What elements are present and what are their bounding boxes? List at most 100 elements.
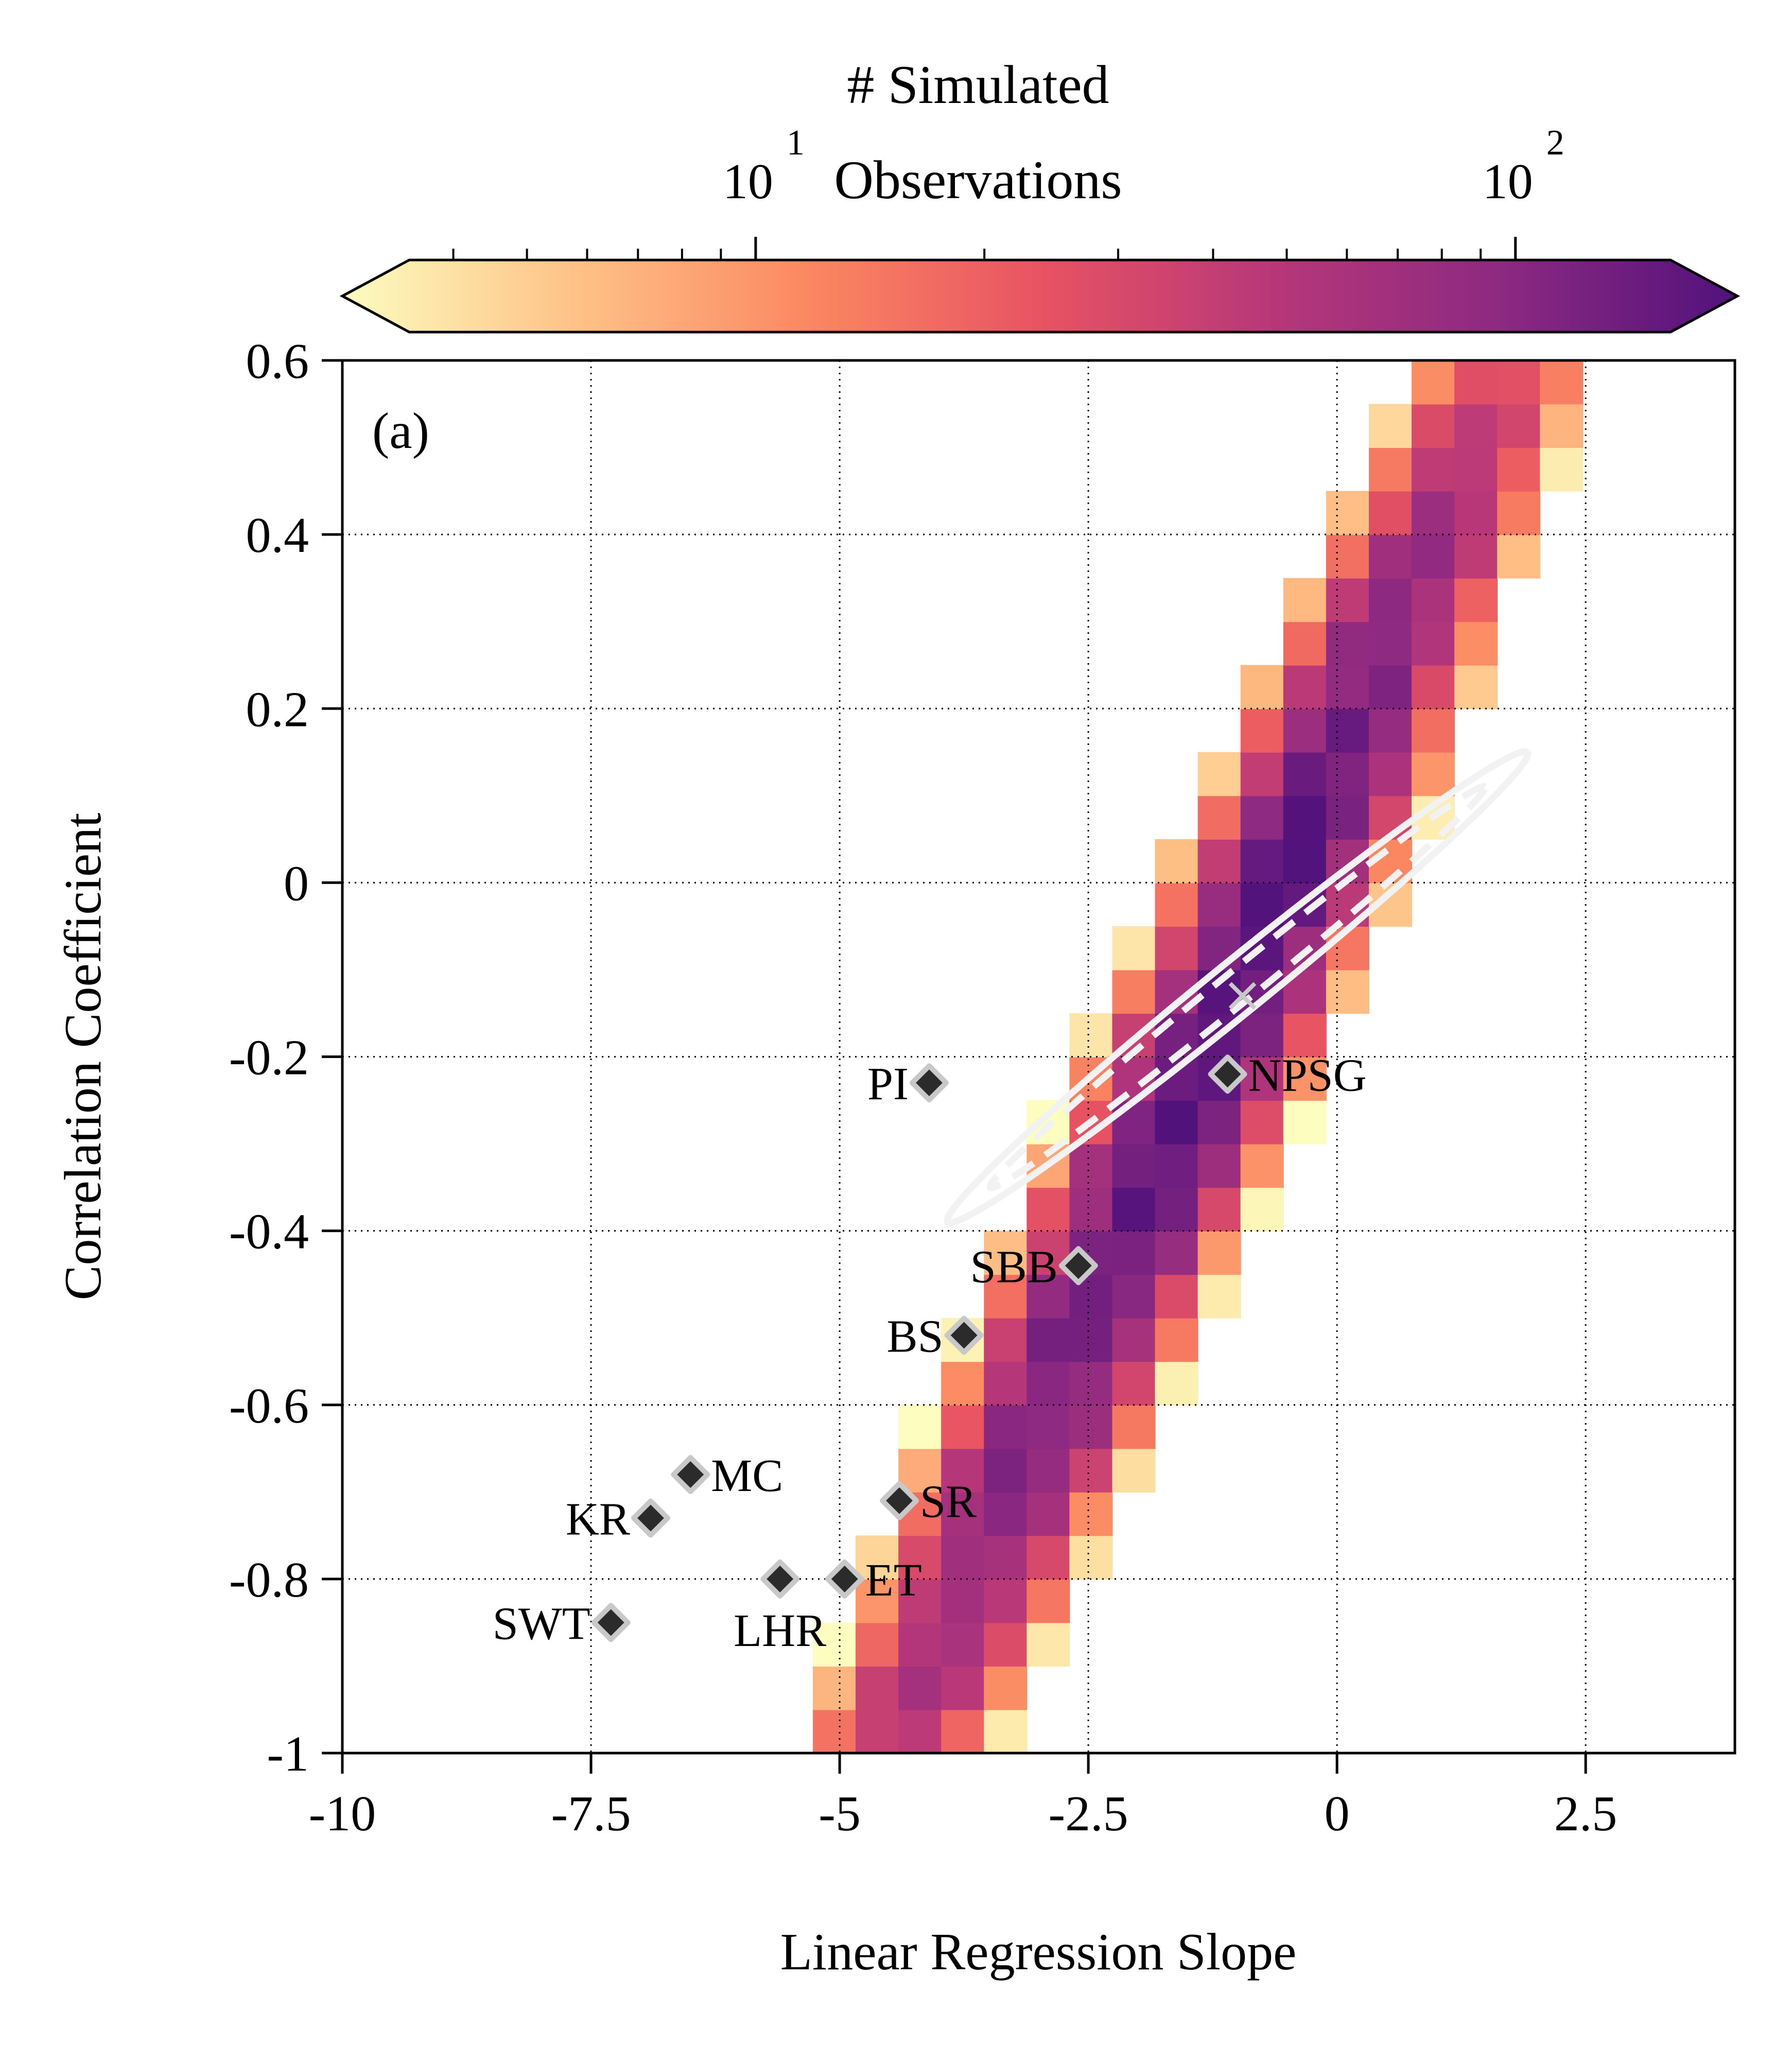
heatmap-cell (1326, 578, 1369, 622)
site-marker (631, 1498, 670, 1538)
site-marker (591, 1603, 631, 1642)
site-marker (760, 1559, 800, 1599)
heatmap-cell (1412, 621, 1455, 666)
site-marker (1208, 1054, 1247, 1094)
heatmap-cell (1283, 795, 1327, 840)
heatmap-cell (941, 1361, 985, 1406)
heatmap-cell (1069, 1492, 1113, 1536)
heatmap-cell (1112, 1143, 1156, 1188)
heatmap-cell (984, 1231, 1028, 1275)
heatmap-cell (984, 1448, 1028, 1493)
colorbar-tick-base: 10 (1483, 154, 1533, 210)
heatmap-cell (1368, 578, 1413, 622)
heatmap-cell (1368, 491, 1413, 535)
heatmap-cell (1454, 621, 1498, 666)
heatmap-cell (1027, 1579, 1070, 1623)
heatmap-cell (1240, 1013, 1284, 1058)
heatmap-cell (1112, 1448, 1156, 1493)
heatmap-cell (1197, 926, 1241, 970)
heatmap-cell (1283, 839, 1327, 883)
site-pi: PI (867, 1059, 949, 1110)
heatmap-cell (1368, 404, 1413, 448)
heatmap-cell (1454, 404, 1498, 448)
heatmap-cell (1155, 1100, 1198, 1145)
site-swt: SWT (493, 1598, 631, 1649)
site-label: SWT (493, 1598, 590, 1649)
site-label: ET (865, 1555, 922, 1606)
heatmap-cell (1197, 882, 1241, 927)
heatmap-cell (898, 1579, 942, 1623)
heatmap-cell (855, 1666, 899, 1710)
mean-marker (1228, 982, 1257, 1010)
heatmap-cell (1027, 1492, 1070, 1536)
heatmap-cell (1240, 1056, 1284, 1101)
heatmap-cell (1412, 665, 1455, 709)
x-tick-label: -5 (819, 1786, 861, 1842)
heatmap-cell (1283, 578, 1327, 622)
heatmap-cell (984, 1535, 1028, 1580)
heatmap-cell (941, 1666, 985, 1710)
colorbar-tick-label: 10 2 (1483, 123, 1564, 210)
heatmap-cell (984, 1579, 1028, 1623)
heatmap-cell (1069, 1318, 1113, 1362)
y-tick-label: -1 (267, 1726, 309, 1782)
heatmap-cell (1497, 534, 1541, 579)
heatmap-cell (1368, 534, 1413, 579)
heatmap-cell (1112, 1100, 1156, 1145)
site-marker (880, 1481, 919, 1520)
site-label: KR (566, 1494, 630, 1545)
y-tick-label: 0.4 (246, 508, 309, 563)
heatmap-cell (1412, 447, 1455, 492)
heatmap-cell (898, 1448, 942, 1493)
heatmap-cell (941, 1622, 985, 1667)
heatmap-cell (1197, 1274, 1241, 1319)
contour-solid (944, 748, 1532, 1226)
heatmap-cell (1197, 1100, 1241, 1145)
x-tick-label: 2.5 (1554, 1786, 1617, 1842)
heatmap-cell (941, 1448, 985, 1493)
heatmap-cell (1454, 447, 1498, 492)
heatmap-cell (1197, 1187, 1241, 1232)
heatmap-cell (1412, 708, 1455, 753)
heatmap-cell (1326, 534, 1369, 579)
heatmap-cell (1027, 1274, 1070, 1319)
y-tick-label: 0.6 (246, 334, 309, 389)
heatmap-cell (1497, 447, 1541, 492)
heatmap-cell (1240, 752, 1284, 796)
mean-marker-stroke (1228, 982, 1257, 1010)
heatmap-cell (812, 1709, 856, 1753)
heatmap-cell (1240, 665, 1284, 709)
heatmap-cell (1368, 708, 1413, 753)
heatmap-cell (898, 1666, 942, 1710)
heatmap-cell (1155, 1318, 1198, 1362)
site-label: NPSG (1248, 1050, 1367, 1101)
heatmap-cell (1540, 360, 1584, 405)
colorbar-title-line1: # Simulated (847, 55, 1109, 115)
heatmap-cell (1027, 1448, 1070, 1493)
y-tick-label: -0.8 (229, 1552, 309, 1608)
y-axis-label: Correlation Coefficient (54, 813, 112, 1301)
site-label: SBB (970, 1241, 1058, 1292)
heatmap-cell (1454, 534, 1498, 579)
heatmap-cell (1112, 1274, 1156, 1319)
heatmap-cell (1112, 1187, 1156, 1232)
heatmap-cell (1454, 491, 1498, 535)
heatmap-cell (1368, 752, 1413, 796)
heatmap-cell (1197, 1143, 1241, 1188)
heatmap-cell (1240, 839, 1284, 883)
site-markers: NPSG PI SBB BS MC KR SR ET LHR SWT (493, 1050, 1367, 1656)
heatmap-cell (1155, 839, 1198, 883)
heatmap-cell (941, 1492, 985, 1536)
y-tick-label: -0.6 (229, 1378, 309, 1434)
heatmap-cell (1412, 491, 1455, 535)
site-et: ET (825, 1555, 922, 1606)
heatmap-cell (1497, 360, 1541, 405)
site-bs: BS (886, 1311, 984, 1362)
site-sbb: SBB (970, 1241, 1098, 1292)
colorbar-tick-exponent: 1 (787, 123, 805, 163)
heatmap-cell (1283, 708, 1327, 753)
heatmap-cell (984, 1274, 1028, 1319)
heatmap-cell (984, 1361, 1028, 1406)
heatmap-cell (1368, 447, 1413, 492)
